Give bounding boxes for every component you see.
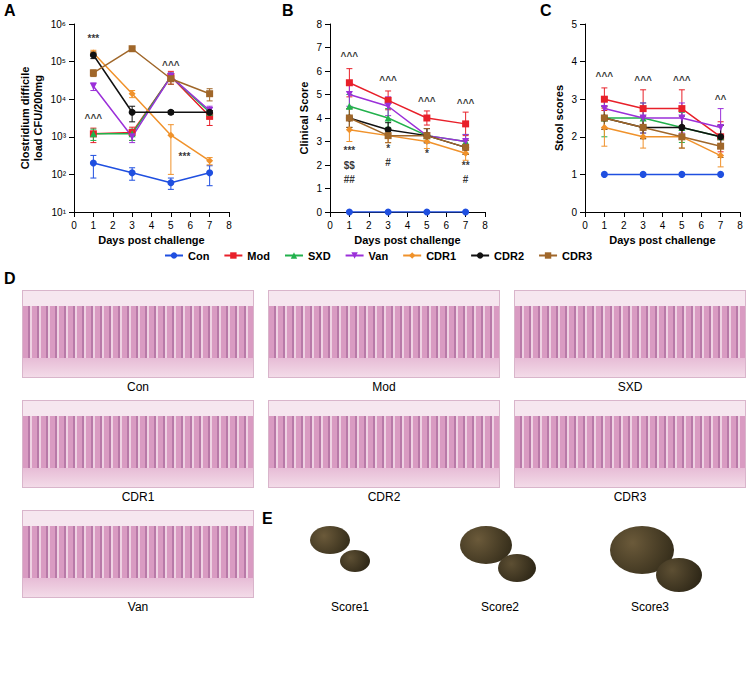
svg-text:10³: 10³ bbox=[52, 131, 67, 142]
svg-text:#: # bbox=[463, 174, 469, 185]
svg-text:*: * bbox=[425, 148, 429, 159]
svg-text:A: A bbox=[4, 2, 16, 19]
svg-text:#: # bbox=[385, 157, 391, 168]
svg-text:5: 5 bbox=[424, 220, 430, 231]
svg-text:3: 3 bbox=[640, 220, 646, 231]
svg-text:1: 1 bbox=[571, 169, 577, 180]
svg-text:5: 5 bbox=[316, 89, 322, 100]
svg-text:1: 1 bbox=[347, 220, 353, 231]
svg-text:6: 6 bbox=[316, 66, 322, 77]
svg-text:***: *** bbox=[179, 151, 191, 162]
svg-text:7: 7 bbox=[718, 220, 724, 231]
svg-text:3: 3 bbox=[385, 220, 391, 231]
svg-text:^^^: ^^^ bbox=[418, 96, 436, 107]
svg-text:6: 6 bbox=[443, 220, 449, 231]
svg-text:10⁵: 10⁵ bbox=[51, 56, 66, 67]
svg-text:1: 1 bbox=[91, 220, 97, 231]
html-text:Score2: Score2 bbox=[481, 600, 519, 614]
html-text:CDR1: CDR1 bbox=[121, 490, 155, 504]
svg-text:Clinical Score: Clinical Score bbox=[298, 82, 310, 155]
svg-text:0: 0 bbox=[316, 207, 322, 218]
svg-text:Con: Con bbox=[188, 250, 210, 262]
svg-text:2: 2 bbox=[366, 220, 372, 231]
svg-text:0: 0 bbox=[571, 207, 577, 218]
svg-text:8: 8 bbox=[316, 19, 322, 30]
svg-text:^^^: ^^^ bbox=[596, 71, 614, 82]
svg-text:1: 1 bbox=[602, 220, 608, 231]
svg-text:load CFU/200mg: load CFU/200mg bbox=[32, 75, 44, 161]
svg-text:2: 2 bbox=[571, 131, 577, 142]
svg-text:^^^: ^^^ bbox=[379, 75, 397, 86]
svg-text:CDR1: CDR1 bbox=[426, 250, 456, 262]
svg-text:Van: Van bbox=[369, 250, 389, 262]
svg-text:SXD: SXD bbox=[308, 250, 331, 262]
svg-text:$$: $$ bbox=[344, 160, 356, 171]
svg-text:10⁴: 10⁴ bbox=[51, 94, 66, 105]
svg-text:5: 5 bbox=[679, 220, 685, 231]
svg-text:2: 2 bbox=[621, 220, 627, 231]
svg-text:7: 7 bbox=[463, 220, 469, 231]
svg-text:7: 7 bbox=[207, 220, 213, 231]
svg-text:5: 5 bbox=[571, 19, 577, 30]
svg-text:3: 3 bbox=[316, 136, 322, 147]
html-text:Con: Con bbox=[127, 380, 149, 394]
svg-text:^^: ^^ bbox=[715, 94, 727, 105]
svg-text:**: ** bbox=[462, 160, 470, 171]
svg-text:0: 0 bbox=[327, 220, 333, 231]
svg-text:***: *** bbox=[88, 33, 100, 44]
svg-text:0: 0 bbox=[71, 220, 77, 231]
html-text:CDR2: CDR2 bbox=[367, 490, 401, 504]
svg-text:^^^: ^^^ bbox=[457, 98, 475, 109]
svg-text:Clostridium difficile: Clostridium difficile bbox=[19, 67, 31, 170]
svg-text:CDR3: CDR3 bbox=[562, 250, 592, 262]
svg-text:^^^: ^^^ bbox=[341, 51, 359, 62]
svg-text:8: 8 bbox=[482, 220, 488, 231]
svg-text:10¹: 10¹ bbox=[52, 207, 67, 218]
svg-text:8: 8 bbox=[737, 220, 743, 231]
svg-text:3: 3 bbox=[129, 220, 135, 231]
svg-text:6: 6 bbox=[698, 220, 704, 231]
svg-text:4: 4 bbox=[660, 220, 666, 231]
svg-text:Days post challenge: Days post challenge bbox=[609, 234, 715, 246]
svg-text:*: * bbox=[386, 143, 390, 154]
svg-text:3: 3 bbox=[571, 94, 577, 105]
html-text:Mod: Mod bbox=[372, 380, 396, 394]
svg-text:Days post challenge: Days post challenge bbox=[98, 234, 204, 246]
svg-text:8: 8 bbox=[226, 220, 232, 231]
svg-text:^^^: ^^^ bbox=[162, 60, 180, 71]
svg-text:2: 2 bbox=[110, 220, 116, 231]
svg-text:CDR2: CDR2 bbox=[494, 250, 524, 262]
svg-text:Stool scores: Stool scores bbox=[553, 85, 565, 151]
svg-text:##: ## bbox=[344, 174, 356, 185]
svg-text:^^^: ^^^ bbox=[673, 75, 691, 86]
html-text:D: D bbox=[4, 270, 16, 287]
svg-text:4: 4 bbox=[316, 113, 322, 124]
svg-text:7: 7 bbox=[316, 42, 322, 53]
svg-text:***: *** bbox=[344, 145, 356, 156]
svg-text:C: C bbox=[540, 2, 552, 19]
svg-text:4: 4 bbox=[149, 220, 155, 231]
html-text:Score3: Score3 bbox=[631, 600, 669, 614]
svg-text:10²: 10² bbox=[52, 169, 67, 180]
html-text:CDR3: CDR3 bbox=[613, 490, 647, 504]
svg-text:B: B bbox=[282, 2, 294, 19]
svg-text:6: 6 bbox=[187, 220, 193, 231]
svg-text:10⁶: 10⁶ bbox=[51, 19, 66, 30]
svg-text:2: 2 bbox=[316, 160, 322, 171]
svg-text:0: 0 bbox=[582, 220, 588, 231]
svg-text:^^^: ^^^ bbox=[634, 75, 652, 86]
svg-text:5: 5 bbox=[168, 220, 174, 231]
svg-text:1: 1 bbox=[316, 183, 322, 194]
html-text:E: E bbox=[262, 510, 273, 527]
svg-text:4: 4 bbox=[571, 56, 577, 67]
svg-text:Mod: Mod bbox=[247, 250, 270, 262]
svg-text:4: 4 bbox=[405, 220, 411, 231]
html-text:Score1: Score1 bbox=[331, 600, 369, 614]
svg-text:Days post challenge: Days post challenge bbox=[354, 234, 460, 246]
svg-text:^^^: ^^^ bbox=[85, 113, 103, 124]
html-text:Van: Van bbox=[127, 600, 149, 614]
html-text:SXD: SXD bbox=[617, 380, 643, 394]
